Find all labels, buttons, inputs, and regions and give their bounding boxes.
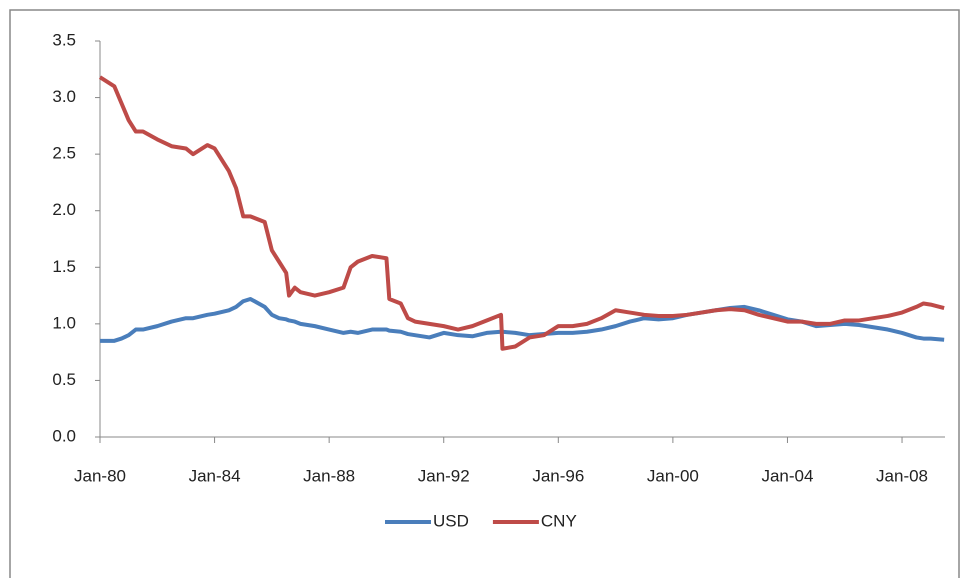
chart-frame	[9, 9, 960, 578]
x-tick-label: Jan-84	[189, 466, 241, 485]
y-tick-label: 0.5	[52, 370, 76, 389]
data-line	[98, 75, 945, 351]
x-tick-label: Jan-00	[647, 466, 699, 485]
legend-label: USD	[433, 511, 469, 530]
x-tick-label: Jan-96	[532, 466, 584, 485]
x-tick-label: Jan-88	[303, 466, 355, 485]
y-tick-label: 0.0	[52, 426, 76, 445]
x-tick-label: Jan-08	[876, 466, 928, 485]
x-tick-label: Jan-04	[761, 466, 813, 485]
x-tick-label: Jan-92	[418, 466, 470, 485]
legend-label: CNY	[541, 511, 577, 530]
data-line	[100, 296, 945, 343]
x-tick-label: Jan-80	[74, 466, 126, 485]
y-tick-label: 3.0	[52, 87, 76, 106]
y-tick-label: 1.5	[52, 257, 76, 276]
y-tick-label: 3.5	[52, 30, 76, 49]
y-tick-label: 2.0	[52, 200, 76, 219]
y-tick-label: 1.0	[52, 313, 76, 332]
y-tick-label: 2.5	[52, 144, 76, 163]
